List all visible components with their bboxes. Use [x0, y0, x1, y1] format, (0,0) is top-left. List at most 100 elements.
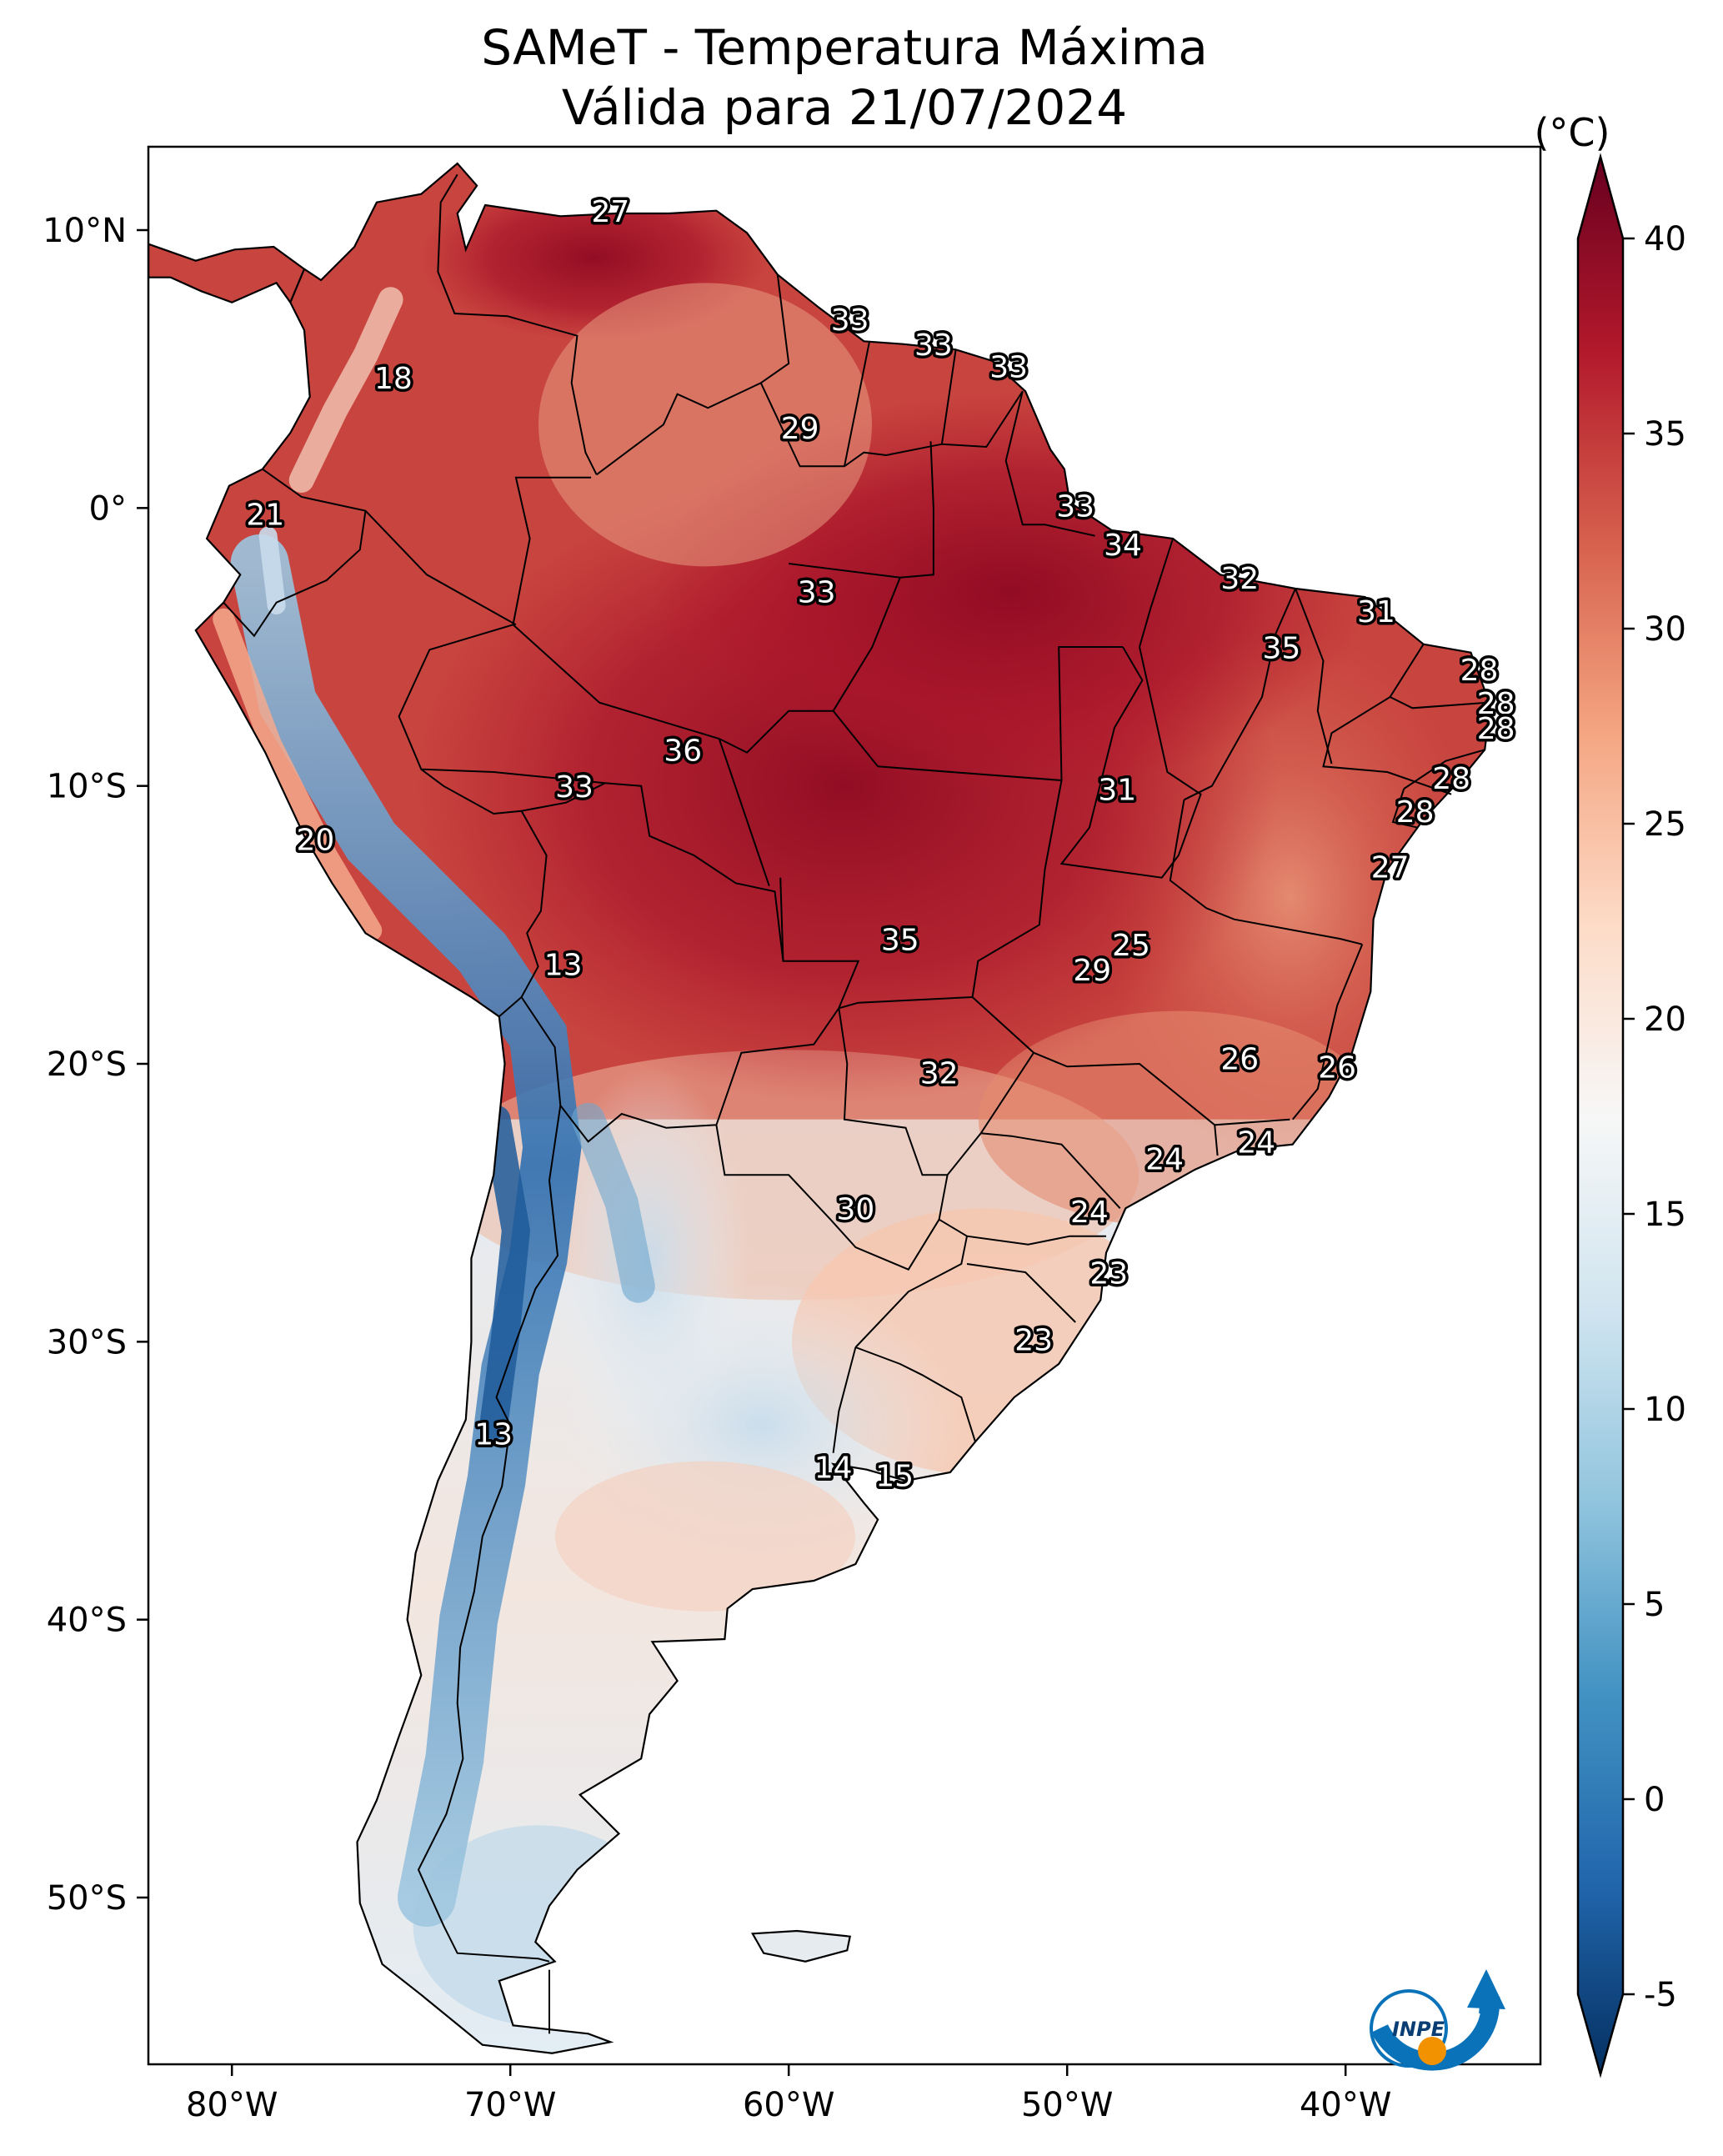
lat-tick-label: 20°S	[47, 1045, 127, 1084]
station-temperature-label: 32	[1220, 562, 1259, 596]
latitude-axis: 10°N 0° 10°S 20°S 30°S 40°S 50°S	[43, 212, 148, 1918]
station-temperature-label: 29	[1073, 954, 1111, 988]
border-line	[1295, 588, 1333, 765]
border-line	[1058, 646, 1123, 781]
border-line	[832, 577, 901, 712]
station-temperature-label: 33	[989, 351, 1028, 385]
border-line	[878, 765, 1063, 1176]
station-temperature-label: 23	[1089, 1256, 1128, 1291]
station-temperature-label: 28	[1460, 654, 1499, 688]
station-temperature-label: 26	[1220, 1043, 1259, 1077]
station-temperature-label: 15	[875, 1460, 914, 1494]
lon-tick-label: 60°W	[743, 2086, 834, 2124]
border-line	[421, 768, 605, 785]
station-temperature-label: 35	[1262, 631, 1300, 665]
logo-text: INPE	[1392, 2018, 1445, 2041]
station-temperature-label: 34	[1104, 529, 1142, 563]
border-line	[1169, 800, 1363, 945]
station-temperature-label: 21	[246, 498, 284, 532]
logo-arc-icon	[1371, 1995, 1500, 2071]
inpe-logo: INPE	[1370, 1969, 1505, 2071]
border-line	[1391, 788, 1419, 829]
station-temperature-label: 27	[591, 195, 629, 229]
station-temperature-label: 24	[1237, 1126, 1275, 1161]
station-temperature-label: 28	[1396, 795, 1435, 830]
colorbar-tick-label: 30	[1644, 610, 1686, 649]
lat-tick-label: 40°S	[47, 1602, 127, 1640]
station-temperature-label: 35	[881, 923, 919, 957]
station-temperature-label: 20	[296, 823, 334, 857]
border-line	[839, 996, 973, 1010]
lat-tick-label: 10°N	[43, 212, 127, 250]
border-line	[939, 1218, 1106, 1246]
border-line	[940, 349, 957, 444]
station-temperature-label: 24	[1145, 1143, 1184, 1177]
border-line	[1184, 588, 1297, 801]
station-temperature-label: 29	[781, 412, 819, 446]
border-line	[980, 1132, 1121, 1209]
station-temperature-label: 33	[1056, 489, 1094, 524]
border-line	[1059, 646, 1202, 879]
station-temperature-label: 23	[1014, 1323, 1053, 1357]
border-line	[223, 510, 367, 638]
colorbar-unit-label: (°C)	[1534, 110, 1610, 155]
logo-arrow-icon	[1467, 1969, 1505, 2009]
border-line	[1389, 644, 1488, 709]
longitude-axis: 80°W 70°W 60°W 50°W 40°W	[186, 2064, 1391, 2124]
station-temperature-label: 31	[1357, 595, 1395, 629]
border-line	[779, 877, 784, 961]
station-temperature-label: 33	[555, 770, 594, 805]
colorbar: (°C) 40 35 30 25 20 15 10 5 0 -5	[1534, 110, 1686, 2078]
colorbar-body	[1576, 153, 1625, 2078]
station-temperature-label: 33	[914, 328, 953, 363]
station-temperature-label: 31	[1098, 773, 1136, 807]
border-line	[437, 173, 598, 475]
colorbar-tick-label: 15	[1644, 1196, 1686, 1234]
colorbar-tick-label: -5	[1644, 1976, 1677, 2014]
station-temperature-label: 25	[1112, 929, 1150, 963]
station-temperature-label: 32	[920, 1056, 959, 1091]
station-temperature-label: 13	[474, 1418, 513, 1452]
station-temperature-label: 30	[836, 1193, 874, 1227]
map-subtitle: Válida para 21/07/2024	[561, 79, 1128, 136]
border-line	[520, 782, 860, 1143]
map-title: SAMeT - Temperatura Máxima	[481, 19, 1208, 76]
border-line	[718, 738, 770, 887]
lon-tick-label: 80°W	[186, 2086, 278, 2124]
border-line	[844, 341, 871, 467]
logo-sun-icon	[1418, 2037, 1446, 2065]
border-line	[855, 1346, 976, 1442]
border-line	[1004, 391, 1095, 537]
colorbar-tick-label: 20	[1644, 1000, 1686, 1039]
border-line	[1115, 938, 1151, 956]
colorbar-tick-label: 35	[1644, 415, 1686, 454]
border-line	[1033, 1051, 1290, 1126]
station-temperature-label: 26	[1318, 1051, 1356, 1086]
colorbar-tick-label: 25	[1644, 805, 1686, 844]
lon-tick-label: 40°W	[1300, 2086, 1391, 2124]
station-temperature-label: 27	[1371, 851, 1410, 885]
colorbar-tick-label: 5	[1644, 1586, 1665, 1624]
colorbar-tick-label: 10	[1644, 1391, 1686, 1429]
station-temperature-label: 28	[1432, 762, 1470, 796]
station-temperature-label: 36	[664, 735, 702, 769]
map-frame	[147, 145, 1542, 2066]
station-temperature-label: 24	[1070, 1196, 1109, 1230]
lat-tick-label: 30°S	[47, 1323, 127, 1361]
border-line	[1322, 696, 1452, 795]
lat-tick-label: 10°S	[47, 768, 127, 806]
coastline	[148, 162, 1492, 2054]
station-temperature-label: 14	[814, 1452, 853, 1486]
station-temperature-label: 28	[1477, 712, 1515, 746]
border-line	[1291, 944, 1364, 1121]
border-line	[759, 382, 1024, 468]
border-line	[398, 476, 592, 1018]
lon-tick-label: 70°W	[464, 2086, 556, 2124]
lat-tick-label: 0°	[89, 489, 127, 528]
border-line	[966, 1263, 1076, 1323]
border-line	[715, 1125, 940, 1271]
station-temperature-label: 28	[1477, 687, 1515, 721]
border-line	[1214, 1125, 1219, 1156]
